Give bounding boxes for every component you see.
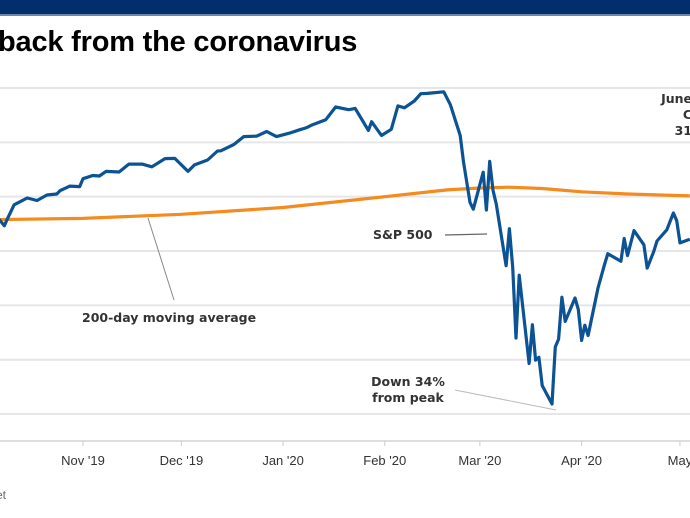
june-label: June (660, 91, 690, 106)
source-note: et (0, 488, 7, 502)
series-lines (0, 90, 690, 406)
x-tick-label: Feb '20 (363, 453, 406, 468)
x-tick-label: Nov '19 (61, 453, 105, 468)
june-label-line3: 31 (675, 123, 690, 138)
from-peak-label: from peak (372, 390, 444, 405)
moving-average-line (0, 185, 690, 222)
gridlines (0, 87, 690, 416)
x-tick-label: May (668, 453, 690, 468)
sp500-leader-line (444, 233, 488, 236)
sp500-label: S&P 500 (373, 227, 433, 242)
ma-leader-line (147, 217, 175, 301)
x-tick-label: Mar '20 (458, 453, 501, 468)
annotations: S&P 500 200-day moving average Down 34%fro… (82, 91, 690, 411)
chart-title: back from the coronavirus (0, 26, 358, 58)
x-tick-label: Jan '20 (262, 453, 304, 468)
down-34-label: Down 34% (371, 374, 445, 389)
june-label-line2: C (683, 107, 690, 122)
moving-average-label: 200-day moving average (82, 310, 256, 325)
x-tick-label: Apr '20 (561, 453, 602, 468)
x-tick-label: Dec '19 (160, 453, 204, 468)
trough-leader-line (454, 389, 557, 411)
top-banner (0, 0, 690, 16)
sp500-line (0, 90, 690, 406)
